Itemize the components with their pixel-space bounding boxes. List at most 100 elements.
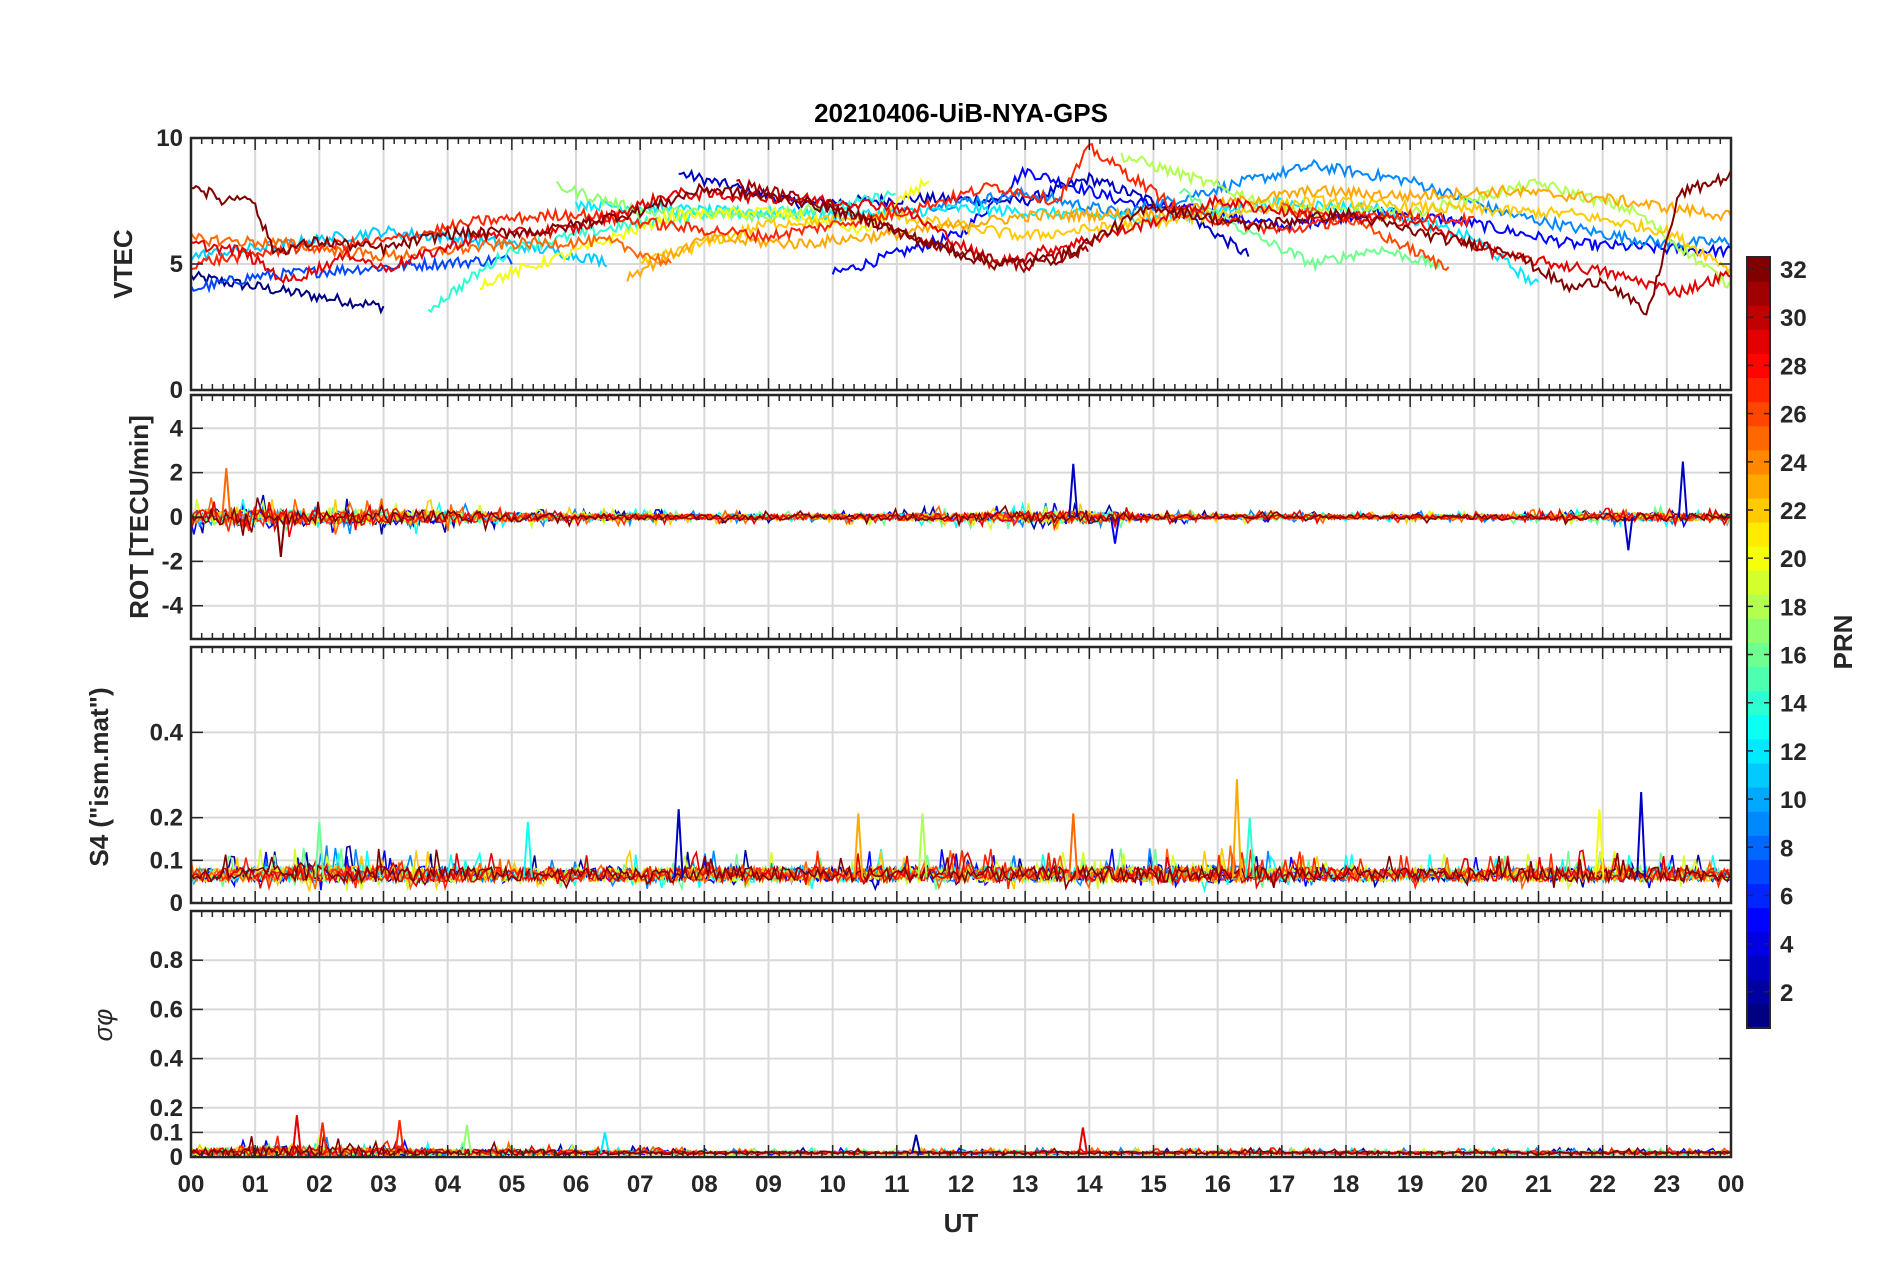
colorbar-swatch-8 [1747, 835, 1770, 860]
x-tick-labels: 00 01 02 03 04 05 06 07 08 09 10 11 12 13 14 15 16 17 18 19… [178, 1171, 1745, 1198]
colorbar-swatch-30 [1747, 305, 1770, 330]
spike-0 [221, 468, 232, 518]
x-tick-label: 14 [1076, 1171, 1103, 1198]
x-tick-label: 12 [948, 1171, 975, 1198]
spike-3 [1068, 813, 1079, 878]
vtec-axis-label: VTEC [108, 229, 138, 299]
x-tick-label: 08 [691, 1171, 718, 1198]
x-tick-label: 20 [1461, 1171, 1488, 1198]
sigma_phi-grid [191, 911, 1731, 1157]
x-tick-label: 21 [1525, 1171, 1552, 1198]
sigma_phi-y-tick-label: 0.2 [150, 1095, 183, 1122]
spike-1 [317, 1122, 328, 1154]
colorbar-tick-label: 14 [1780, 691, 1807, 718]
x-tick-label: 15 [1140, 1171, 1167, 1198]
colorbar-tick-label: 28 [1780, 353, 1807, 380]
colorbar-swatch-24 [1747, 449, 1770, 475]
sigma_phi-ticks [190, 911, 1732, 1158]
sigma_phi-y-tick-label: 0.4 [150, 1046, 184, 1073]
s4-y-tick-label: 0.4 [150, 719, 184, 746]
colorbar-tick-label: 18 [1780, 594, 1807, 621]
spike-5 [599, 1132, 610, 1154]
x-tick-label: 04 [434, 1171, 461, 1198]
colorbar-swatch-10 [1747, 787, 1770, 812]
x-tick-label: 03 [370, 1171, 397, 1198]
s4-panel: 0 0.1 0.2 0.4 [150, 645, 1733, 917]
colorbar-swatch-3 [1747, 955, 1770, 981]
x-tick-label: 01 [242, 1171, 269, 1198]
series-prn-17 [555, 180, 833, 224]
colorbar-swatch-5 [1747, 907, 1770, 933]
series-prn-32 [191, 497, 1731, 536]
colorbar-swatch-18 [1747, 594, 1770, 619]
colorbar-tick-label: 6 [1780, 883, 1793, 910]
spike-5 [1244, 817, 1255, 878]
vtec-y-tick-label: 10 [156, 125, 183, 152]
colorbar-tick-label: 2 [1780, 980, 1793, 1007]
colorbar-swatch-15 [1747, 666, 1770, 692]
x-tick-label: 19 [1397, 1171, 1424, 1198]
x-tick-label: 11 [884, 1171, 909, 1198]
series-prn-29 [191, 186, 1731, 299]
s4-grid [191, 647, 1731, 903]
rot-y-tick-label: 4 [170, 415, 184, 442]
colorbar-swatch-17 [1747, 618, 1770, 644]
colorbar-tick-label: 20 [1780, 546, 1807, 573]
x-tick-label: 22 [1589, 1171, 1616, 1198]
s4-axis-label: S4 ("ism.mat") [84, 687, 114, 866]
spike-2 [917, 813, 928, 878]
colorbar-swatch-31 [1747, 281, 1770, 306]
sigma-phi-axis-label: σφ [88, 1009, 118, 1042]
spike-9 [522, 821, 533, 878]
colorbar-swatch-23 [1747, 473, 1770, 499]
colorbar-swatch-20 [1747, 546, 1770, 571]
colorbar-swatch-1 [1747, 1003, 1770, 1029]
colorbar-swatch-4 [1747, 931, 1770, 957]
spike-2 [1068, 463, 1079, 518]
spike-1 [853, 813, 864, 878]
spike-4 [1077, 1127, 1088, 1154]
s4-y-tick-label: 0 [170, 890, 183, 917]
series-prn-32 [191, 169, 1731, 316]
rot-axis-label: ROT [TECU/min] [124, 415, 154, 619]
vtec-ticks [190, 137, 1732, 391]
rot-y-tick-label: -4 [162, 593, 184, 620]
series-prn-16 [1178, 187, 1442, 273]
vtec-y-tick-label: 5 [170, 251, 183, 278]
sigma_phi-y-tick-label: 0.8 [150, 947, 183, 974]
colorbar-swatch-27 [1747, 377, 1770, 403]
colorbar-swatch-25 [1747, 425, 1770, 451]
colorbar-tick-label: 8 [1780, 835, 1793, 862]
colorbar-tick-label: 32 [1780, 257, 1807, 284]
spike-3 [1677, 461, 1688, 518]
colorbar-swatch-7 [1747, 859, 1770, 885]
vtec-panel: 0 5 10 [156, 125, 1733, 404]
spike-5 [1623, 516, 1634, 551]
spike-0 [291, 1115, 302, 1154]
rot-y-tick-label: -2 [162, 548, 183, 575]
spike-1 [275, 516, 286, 558]
vtec-y-tick-label: 0 [170, 377, 183, 404]
x-tick-label: 23 [1653, 1171, 1680, 1198]
colorbar-tick-label: 12 [1780, 739, 1807, 766]
spike-3 [461, 1124, 472, 1154]
colorbar-swatch-11 [1747, 762, 1770, 788]
colorbar-swatch-16 [1747, 642, 1770, 668]
rot-y-tick-label: 0 [170, 504, 183, 531]
rot-y-tick-label: 2 [170, 460, 183, 487]
colorbar-tick-label: 22 [1780, 498, 1807, 525]
series-prn-20 [479, 177, 930, 291]
colorbar-swatch-13 [1747, 714, 1770, 740]
sigma_phi-y-tick-label: 0.1 [150, 1119, 183, 1146]
colorbar-tick-label: 10 [1780, 787, 1807, 814]
s4-y-tick-label: 0.2 [150, 805, 183, 832]
colorbar-swatch-29 [1747, 329, 1770, 354]
s4-data [191, 779, 1731, 894]
series-prn-32 [191, 848, 1731, 891]
colorbar-tick-label: 26 [1780, 402, 1807, 429]
colorbar-frame [1746, 256, 1771, 1029]
spike-4 [1110, 516, 1120, 544]
